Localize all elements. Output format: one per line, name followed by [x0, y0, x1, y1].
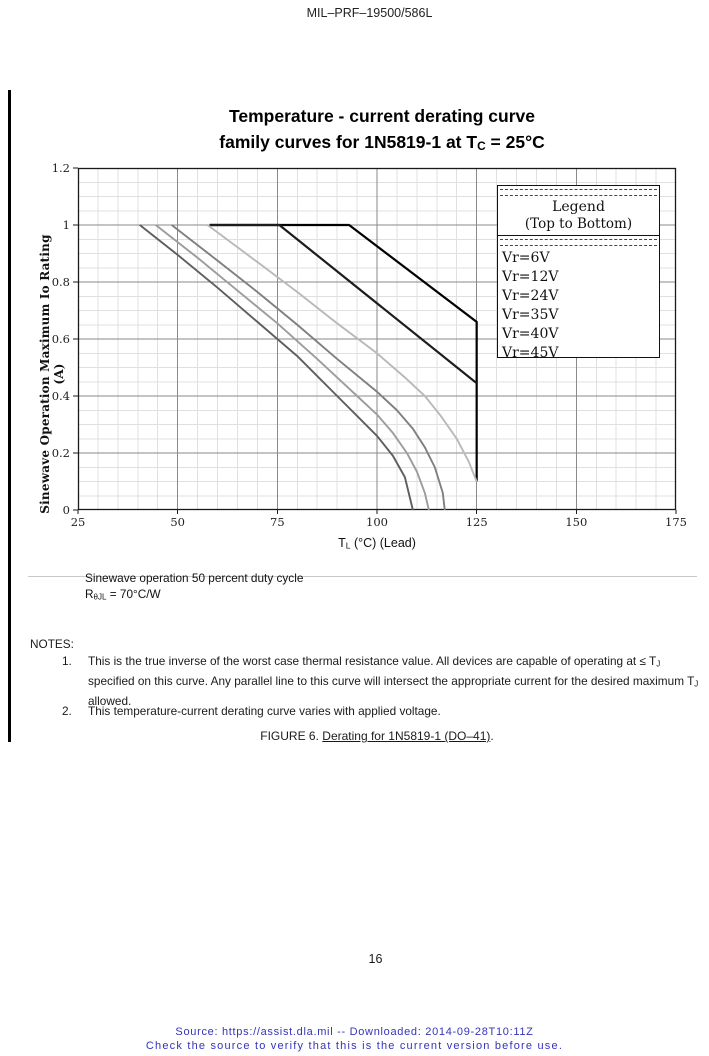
legend-title: Legend — [552, 199, 605, 215]
page-number: 16 — [368, 952, 383, 966]
y-tick-label: 1 — [63, 218, 70, 232]
x-tick-label: 150 — [565, 515, 587, 529]
chart-title-line2: family curves for 1N5819-1 at TC = 25°C — [219, 132, 545, 154]
footer-source-line: Source: https://assist.dla.mil -- Downlo… — [175, 1026, 534, 1038]
curve-vr12v — [209, 223, 478, 385]
y-tick-label: 0.8 — [52, 275, 70, 289]
chart-title: Temperature - current derating curve fam… — [55, 103, 709, 159]
chart-legend: Legend (Top to Bottom) Vr=6V Vr=12V Vr=2… — [497, 185, 660, 361]
y-tick-label: 0.4 — [52, 389, 70, 403]
curve-vr35v — [171, 224, 446, 511]
duty-cycle-note: Sinewave operation 50 percent duty cycle — [85, 571, 304, 585]
legend-entry-vr12: Vr=12V — [502, 269, 559, 285]
y-tick-label: 0.2 — [52, 446, 70, 460]
chart-title-line1: Temperature - current derating curve — [228, 106, 535, 126]
legend-entry-vr6: Vr=6V — [502, 250, 550, 266]
x-axis-label: TL (°C) (Lead) — [338, 536, 416, 551]
note-number: 1. — [62, 654, 72, 668]
axis-tick-labels: 25 50 75 100 125 150 175 0 0.2 0.4 0.6 0.8 1 1.2 — [52, 161, 687, 529]
doc-number: MIL–PRF–19500/586L — [306, 6, 433, 20]
legend-entry-vr45: Vr=45V — [502, 345, 559, 361]
y-tick-label: 1.2 — [52, 161, 70, 175]
note-body: This is the true inverse of the worst ca… — [88, 654, 699, 708]
x-tick-label: 175 — [665, 515, 687, 529]
legend-entries: Vr=6V Vr=12V Vr=24V Vr=35V Vr=40V Vr=45V — [498, 246, 659, 363]
legend-entry-vr35: Vr=35V — [502, 307, 559, 323]
x-tick-label: 125 — [466, 515, 488, 529]
y-axis-title: Sinewave Operation Maximum Io Rating (A) — [38, 234, 66, 514]
axis-ticks — [73, 167, 677, 514]
x-tick-label: 25 — [71, 515, 86, 529]
x-tick-label: 75 — [270, 515, 285, 529]
note-item-1: 1. This is the true inverse of the worst… — [62, 653, 700, 709]
change-bar — [8, 90, 11, 742]
thermal-resistance-note: RθJL = 70°C/W — [85, 587, 161, 602]
x-tick-label: 100 — [366, 515, 388, 529]
notes-heading: NOTES: — [30, 637, 74, 651]
legend-top-dashes — [500, 189, 657, 196]
y-tick-label: 0.6 — [52, 332, 70, 346]
legend-entry-vr40: Vr=40V — [502, 326, 559, 342]
legend-mid-dashes — [500, 239, 657, 246]
legend-entry-vr24: Vr=24V — [502, 288, 559, 304]
note-item-2: 2. This temperature-current derating cur… — [62, 703, 700, 720]
curve-vr40v — [155, 224, 430, 511]
footer-warning-line: Check the source to verify that this is … — [145, 1040, 564, 1052]
chart-footnote: Sinewave operation 50 percent duty cycle… — [85, 570, 303, 605]
figure-caption: FIGURE 6. Derating for 1N5819-1 (DO–41). — [260, 729, 494, 743]
horizontal-rule — [28, 576, 697, 577]
curve-vr45v — [139, 224, 414, 511]
y-tick-label: 0 — [63, 503, 70, 517]
curve-vr24v — [207, 224, 478, 482]
legend-subtitle: (Top to Bottom) — [524, 216, 633, 232]
note-body: This temperature-current derating curve … — [88, 704, 441, 718]
plot-border — [77, 167, 677, 511]
note-number: 2. — [62, 704, 72, 718]
legend-divider — [498, 235, 659, 236]
x-tick-label: 50 — [170, 515, 185, 529]
